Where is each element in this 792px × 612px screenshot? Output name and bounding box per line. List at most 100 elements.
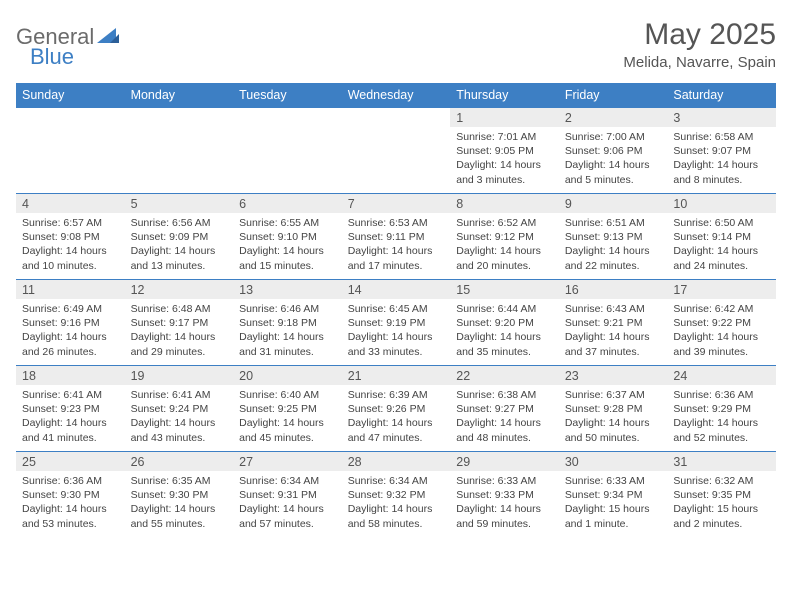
calendar-day-cell: 9Sunrise: 6:51 AMSunset: 9:13 PMDaylight… [559,194,668,280]
page-header: General May 2025 Melida, Navarre, Spain [16,18,776,71]
calendar-day-header: Sunday [16,83,125,108]
calendar-day-header: Monday [125,83,234,108]
calendar-day-cell: 17Sunrise: 6:42 AMSunset: 9:22 PMDayligh… [667,280,776,366]
day-details: Sunrise: 6:32 AMSunset: 9:35 PMDaylight:… [667,471,776,535]
day-details: Sunrise: 6:52 AMSunset: 9:12 PMDaylight:… [450,213,559,277]
day-number: 5 [125,194,234,213]
day-number: 17 [667,280,776,299]
day-details: Sunrise: 6:37 AMSunset: 9:28 PMDaylight:… [559,385,668,449]
day-number: 8 [450,194,559,213]
day-number: 10 [667,194,776,213]
logo-triangle-icon [97,27,119,48]
day-number: 31 [667,452,776,471]
calendar-day-header: Saturday [667,83,776,108]
calendar-day-cell: 28Sunrise: 6:34 AMSunset: 9:32 PMDayligh… [342,452,451,538]
calendar-day-cell: 3Sunrise: 6:58 AMSunset: 9:07 PMDaylight… [667,108,776,194]
day-details: Sunrise: 7:00 AMSunset: 9:06 PMDaylight:… [559,127,668,191]
calendar-day-cell: 30Sunrise: 6:33 AMSunset: 9:34 PMDayligh… [559,452,668,538]
day-details: Sunrise: 6:41 AMSunset: 9:24 PMDaylight:… [125,385,234,449]
calendar-body: 1Sunrise: 7:01 AMSunset: 9:05 PMDaylight… [16,108,776,538]
calendar-day-cell: 29Sunrise: 6:33 AMSunset: 9:33 PMDayligh… [450,452,559,538]
day-number: 28 [342,452,451,471]
day-details: Sunrise: 6:55 AMSunset: 9:10 PMDaylight:… [233,213,342,277]
day-number: 27 [233,452,342,471]
day-details: Sunrise: 6:42 AMSunset: 9:22 PMDaylight:… [667,299,776,363]
day-details: Sunrise: 6:45 AMSunset: 9:19 PMDaylight:… [342,299,451,363]
day-details: Sunrise: 6:58 AMSunset: 9:07 PMDaylight:… [667,127,776,191]
calendar-day-cell: 18Sunrise: 6:41 AMSunset: 9:23 PMDayligh… [16,366,125,452]
day-number: 4 [16,194,125,213]
day-number: 13 [233,280,342,299]
day-number: 11 [16,280,125,299]
calendar-day-cell: 16Sunrise: 6:43 AMSunset: 9:21 PMDayligh… [559,280,668,366]
calendar-day-cell: 23Sunrise: 6:37 AMSunset: 9:28 PMDayligh… [559,366,668,452]
calendar-day-cell: 19Sunrise: 6:41 AMSunset: 9:24 PMDayligh… [125,366,234,452]
calendar-day-cell: 14Sunrise: 6:45 AMSunset: 9:19 PMDayligh… [342,280,451,366]
day-number: 25 [16,452,125,471]
page-title: May 2025 [623,18,776,52]
day-details: Sunrise: 6:34 AMSunset: 9:32 PMDaylight:… [342,471,451,535]
day-number: 3 [667,108,776,127]
calendar-week-row: 11Sunrise: 6:49 AMSunset: 9:16 PMDayligh… [16,280,776,366]
day-number: 12 [125,280,234,299]
calendar-day-cell: 10Sunrise: 6:50 AMSunset: 9:14 PMDayligh… [667,194,776,280]
day-details: Sunrise: 6:39 AMSunset: 9:26 PMDaylight:… [342,385,451,449]
day-details: Sunrise: 6:43 AMSunset: 9:21 PMDaylight:… [559,299,668,363]
day-number: 9 [559,194,668,213]
calendar-day-cell: 13Sunrise: 6:46 AMSunset: 9:18 PMDayligh… [233,280,342,366]
day-number: 14 [342,280,451,299]
day-details: Sunrise: 6:50 AMSunset: 9:14 PMDaylight:… [667,213,776,277]
day-details: Sunrise: 6:51 AMSunset: 9:13 PMDaylight:… [559,213,668,277]
calendar-day-cell: 15Sunrise: 6:44 AMSunset: 9:20 PMDayligh… [450,280,559,366]
day-number: 7 [342,194,451,213]
calendar-day-header: Friday [559,83,668,108]
day-number: 19 [125,366,234,385]
day-number: 6 [233,194,342,213]
day-number: 1 [450,108,559,127]
calendar-day-cell: 21Sunrise: 6:39 AMSunset: 9:26 PMDayligh… [342,366,451,452]
calendar-day-cell: 8Sunrise: 6:52 AMSunset: 9:12 PMDaylight… [450,194,559,280]
day-details: Sunrise: 6:33 AMSunset: 9:33 PMDaylight:… [450,471,559,535]
calendar-day-cell: 25Sunrise: 6:36 AMSunset: 9:30 PMDayligh… [16,452,125,538]
day-details: Sunrise: 6:40 AMSunset: 9:25 PMDaylight:… [233,385,342,449]
calendar-day-cell: 11Sunrise: 6:49 AMSunset: 9:16 PMDayligh… [16,280,125,366]
calendar-day-cell: 5Sunrise: 6:56 AMSunset: 9:09 PMDaylight… [125,194,234,280]
calendar-table: SundayMondayTuesdayWednesdayThursdayFrid… [16,83,776,538]
calendar-week-row: 25Sunrise: 6:36 AMSunset: 9:30 PMDayligh… [16,452,776,538]
calendar-empty-cell [125,108,234,194]
calendar-day-header: Tuesday [233,83,342,108]
calendar-day-cell: 24Sunrise: 6:36 AMSunset: 9:29 PMDayligh… [667,366,776,452]
calendar-day-cell: 20Sunrise: 6:40 AMSunset: 9:25 PMDayligh… [233,366,342,452]
day-details: Sunrise: 6:36 AMSunset: 9:29 PMDaylight:… [667,385,776,449]
day-details: Sunrise: 6:36 AMSunset: 9:30 PMDaylight:… [16,471,125,535]
day-details: Sunrise: 6:35 AMSunset: 9:30 PMDaylight:… [125,471,234,535]
day-details: Sunrise: 6:33 AMSunset: 9:34 PMDaylight:… [559,471,668,535]
calendar-day-header: Wednesday [342,83,451,108]
logo-text-blue-wrap: Blue [28,44,74,70]
day-number: 21 [342,366,451,385]
day-number: 24 [667,366,776,385]
day-number: 15 [450,280,559,299]
day-number: 30 [559,452,668,471]
day-number: 20 [233,366,342,385]
day-details: Sunrise: 6:57 AMSunset: 9:08 PMDaylight:… [16,213,125,277]
calendar-day-cell: 12Sunrise: 6:48 AMSunset: 9:17 PMDayligh… [125,280,234,366]
day-details: Sunrise: 6:53 AMSunset: 9:11 PMDaylight:… [342,213,451,277]
day-number: 18 [16,366,125,385]
calendar-week-row: 4Sunrise: 6:57 AMSunset: 9:08 PMDaylight… [16,194,776,280]
day-details: Sunrise: 6:44 AMSunset: 9:20 PMDaylight:… [450,299,559,363]
page-subtitle: Melida, Navarre, Spain [623,54,776,71]
day-details: Sunrise: 6:48 AMSunset: 9:17 PMDaylight:… [125,299,234,363]
calendar-day-header: Thursday [450,83,559,108]
calendar-week-row: 1Sunrise: 7:01 AMSunset: 9:05 PMDaylight… [16,108,776,194]
calendar-day-cell: 26Sunrise: 6:35 AMSunset: 9:30 PMDayligh… [125,452,234,538]
calendar-day-cell: 2Sunrise: 7:00 AMSunset: 9:06 PMDaylight… [559,108,668,194]
calendar-day-cell: 7Sunrise: 6:53 AMSunset: 9:11 PMDaylight… [342,194,451,280]
day-number: 26 [125,452,234,471]
day-number: 22 [450,366,559,385]
title-block: May 2025 Melida, Navarre, Spain [623,18,776,71]
calendar-day-cell: 22Sunrise: 6:38 AMSunset: 9:27 PMDayligh… [450,366,559,452]
day-details: Sunrise: 6:34 AMSunset: 9:31 PMDaylight:… [233,471,342,535]
calendar-week-row: 18Sunrise: 6:41 AMSunset: 9:23 PMDayligh… [16,366,776,452]
day-number: 16 [559,280,668,299]
